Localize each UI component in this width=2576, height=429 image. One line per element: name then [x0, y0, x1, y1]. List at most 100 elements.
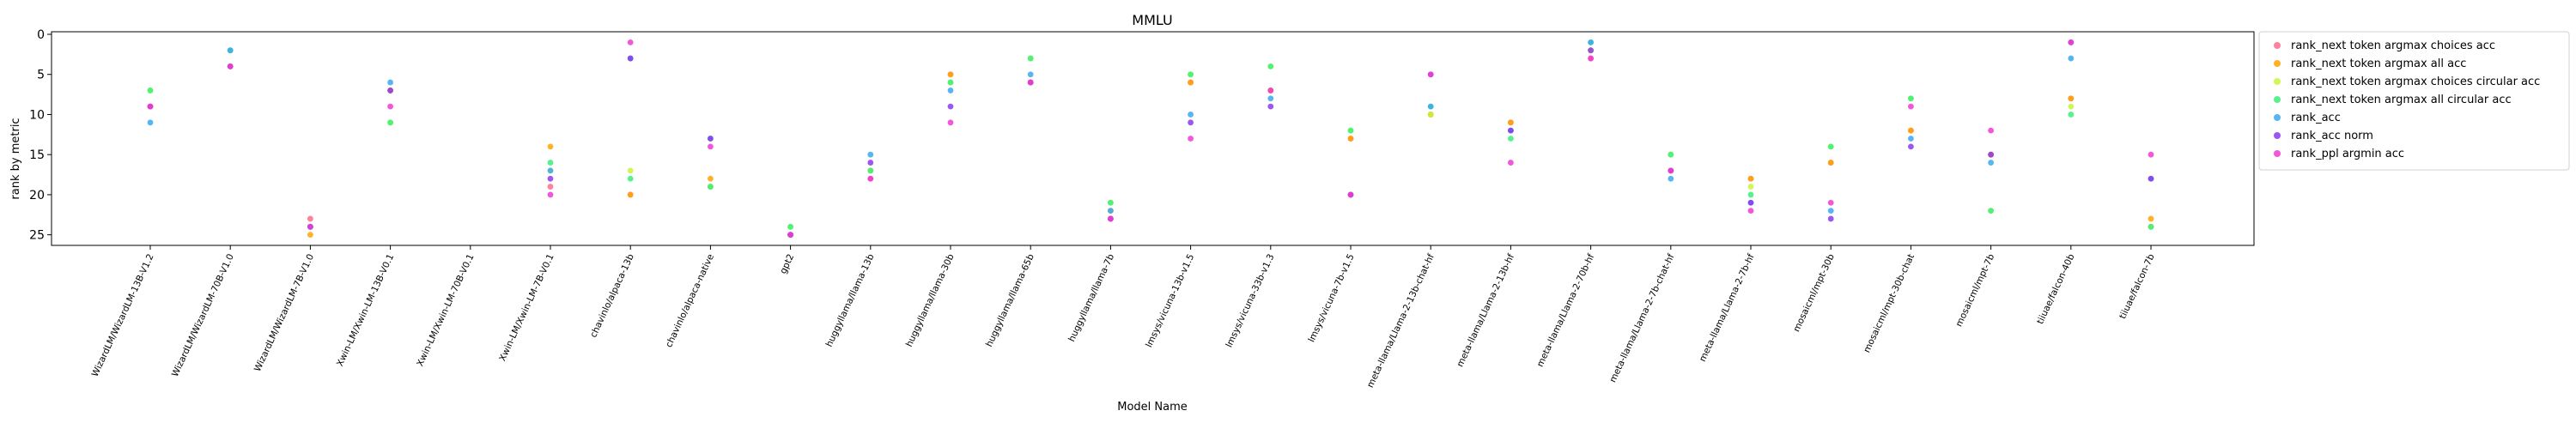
data-point: [307, 223, 313, 230]
data-point: [708, 143, 714, 150]
data-point: [1747, 175, 1754, 182]
legend-marker: [2274, 42, 2281, 49]
x-tick-label: lmsys/vicuna-13b-v1.5: [1144, 252, 1196, 349]
data-point: [708, 175, 714, 182]
x-axis-label: Model Name: [1117, 401, 1188, 414]
data-point: [2068, 95, 2075, 102]
x-tick-label: mosaicml/mpt-30b-chat: [1862, 252, 1917, 354]
data-point: [387, 119, 393, 126]
data-point: [547, 184, 554, 190]
x-tick-label: mosaicml/mpt-7b: [1954, 252, 1997, 329]
data-point: [1747, 199, 1754, 206]
data-point: [1108, 215, 1114, 222]
data-point: [547, 191, 554, 198]
x-tick-label: Xwin-LM/Xwin-LM-7B-V0.1: [497, 252, 556, 363]
data-point: [2148, 223, 2154, 230]
data-point: [1747, 191, 1754, 198]
data-point: [2068, 39, 2075, 45]
chart-title: MMLU: [1132, 12, 1172, 28]
data-point: [787, 223, 793, 230]
legend-entry: rank_acc norm: [2291, 130, 2373, 142]
data-point: [2068, 112, 2075, 118]
data-point: [1747, 208, 1754, 214]
data-point: [1988, 208, 1995, 214]
data-point: [1827, 143, 1834, 150]
y-tick-label: 15: [29, 148, 45, 162]
data-point: [1267, 103, 1274, 110]
x-tick-label: huggyllama/llama-13b: [824, 252, 877, 348]
data-point: [1427, 71, 1434, 78]
x-tick-label: tiiuae/falcon-7b: [2117, 252, 2157, 321]
legend-box: [2258, 31, 2570, 171]
x-tick-label: meta-llama/Llama-2-7b-chat-hf: [1607, 252, 1676, 384]
data-point: [1188, 112, 1194, 118]
legend-entry: rank_ppl argmin acc: [2291, 148, 2404, 160]
data-point: [1267, 88, 1274, 94]
data-point: [867, 167, 874, 174]
data-point: [547, 143, 554, 150]
data-point: [1988, 127, 1995, 134]
data-point: [1908, 136, 1914, 142]
data-points: [147, 39, 2154, 239]
data-point: [1347, 191, 1354, 198]
x-tick-label: meta-llama/Llama-2-7b-hf: [1698, 252, 1757, 364]
x-tick-label: WizardLM/WizardLM-13B-V1.2: [90, 252, 156, 378]
data-point: [547, 167, 554, 174]
data-point: [947, 79, 954, 86]
data-point: [1508, 136, 1514, 142]
data-point: [1188, 119, 1194, 126]
data-point: [627, 39, 634, 45]
legend-marker: [2274, 150, 2281, 157]
series-2: [147, 47, 2154, 230]
x-tick-label: chavinlo/alpaca-native: [664, 252, 716, 349]
data-point: [1668, 151, 1674, 158]
data-point: [1827, 199, 1834, 206]
data-point: [1908, 103, 1914, 110]
data-point: [1588, 55, 1594, 62]
y-tick-label: 20: [29, 189, 45, 202]
data-point: [867, 160, 874, 166]
legend: rank_next token argmax choices acc rank_n…: [2258, 31, 2570, 171]
data-point: [1827, 208, 1834, 214]
data-point: [787, 232, 793, 239]
data-point: [2148, 151, 2154, 158]
data-point: [867, 151, 874, 158]
data-point: [1747, 184, 1754, 190]
x-tick-label: lmsys/vicuna-7b-v1.5: [1306, 252, 1356, 344]
legend-marker: [2274, 60, 2281, 67]
x-tick-label: mosaicml/mpt-30b: [1791, 252, 1837, 334]
data-point: [627, 175, 634, 182]
y-tick-label: 5: [37, 69, 45, 82]
data-point: [1827, 160, 1834, 166]
x-tick-label: WizardLM/WizardLM-70B-V1.0: [170, 252, 236, 378]
data-point: [708, 184, 714, 190]
data-point: [708, 136, 714, 142]
y-tick-label: 25: [29, 229, 45, 243]
series-3: [147, 39, 2154, 230]
x-tick-label: gpt2: [778, 252, 796, 275]
data-point: [627, 167, 634, 174]
data-point: [1908, 127, 1914, 134]
data-point: [1427, 112, 1434, 118]
data-point: [2148, 175, 2154, 182]
data-point: [1267, 63, 1274, 69]
x-tick-label: Xwin-LM/Xwin-LM-70B-V0.1: [415, 252, 476, 368]
series-6: [147, 39, 2154, 239]
data-point: [947, 88, 954, 94]
data-point: [1508, 160, 1514, 166]
x-tick-label: meta-llama/Llama-2-13b-chat-hf: [1365, 252, 1437, 390]
data-point: [2148, 215, 2154, 222]
data-point: [307, 232, 313, 239]
data-point: [1508, 119, 1514, 126]
legend-entry: rank_next token argmax choices circular …: [2291, 76, 2540, 88]
data-point: [1347, 127, 1354, 134]
data-point: [1427, 103, 1434, 110]
x-tick-label: meta-llama/Llama-2-13b-hf: [1455, 252, 1516, 369]
x-tick-label: meta-llama/Llama-2-70b-hf: [1535, 252, 1597, 369]
data-point: [1027, 55, 1034, 62]
data-point: [1188, 136, 1194, 142]
data-point: [387, 79, 393, 86]
data-point: [547, 160, 554, 166]
data-point: [307, 215, 313, 222]
